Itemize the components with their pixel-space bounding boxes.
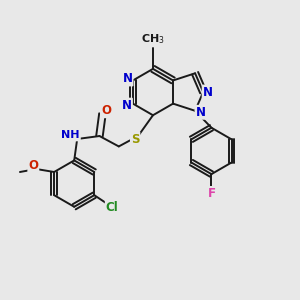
Text: N: N <box>195 106 206 119</box>
Text: N: N <box>122 99 132 112</box>
Text: O: O <box>101 104 111 117</box>
Text: Cl: Cl <box>106 201 118 214</box>
Text: F: F <box>207 187 215 200</box>
Text: CH$_3$: CH$_3$ <box>141 32 165 46</box>
Text: O: O <box>28 159 38 172</box>
Text: S: S <box>131 133 140 146</box>
Text: N: N <box>122 73 133 85</box>
Text: NH: NH <box>61 130 80 140</box>
Text: N: N <box>203 85 213 98</box>
